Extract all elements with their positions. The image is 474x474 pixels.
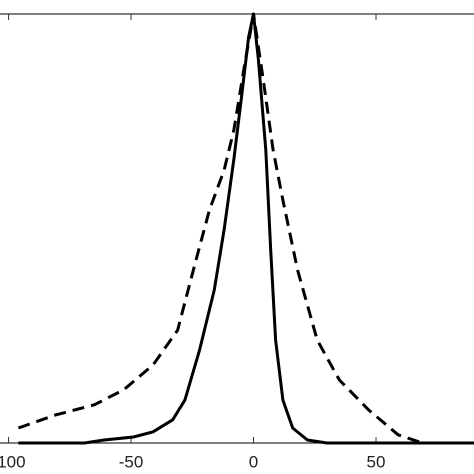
line-series — [18, 12, 474, 445]
x-tick-label: 50 — [367, 452, 386, 471]
x-tick-label: 0 — [249, 452, 258, 471]
line-series — [17, 12, 474, 445]
x-tick-label: -50 — [119, 452, 144, 471]
x-tick-label: -100 — [0, 452, 26, 471]
